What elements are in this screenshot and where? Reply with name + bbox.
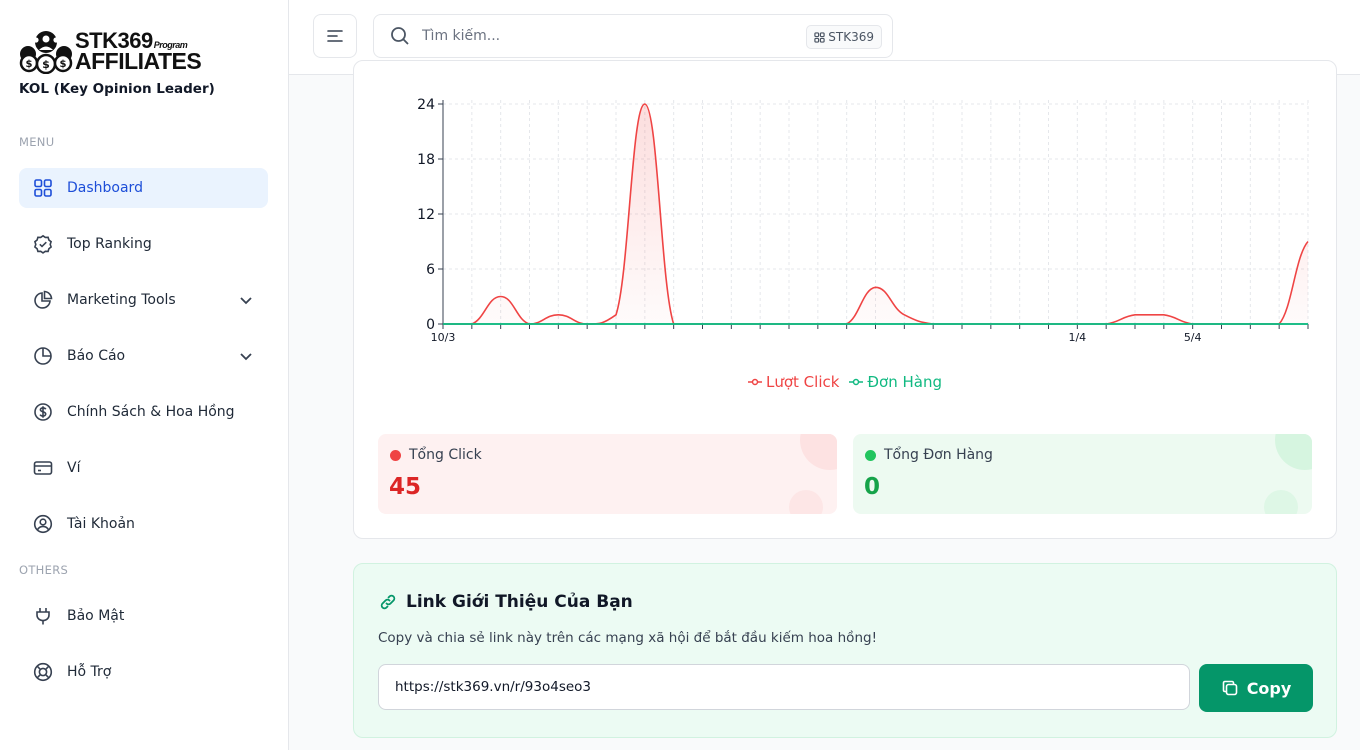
y-tick-label: 0 [426, 317, 435, 333]
logo-title: STK369 [75, 28, 153, 53]
total-clicks-card: Tổng Click 45 [378, 434, 837, 514]
legend-label-clicks: Lượt Click [765, 373, 840, 391]
user-circle-icon [33, 514, 53, 534]
sidebar-item-label: Hỗ Trợ [67, 664, 112, 680]
referral-link-card: Link Giới Thiệu Của Bạn Copy và chia sẻ … [353, 563, 1337, 738]
user-role: KOL (Key Opinion Leader) [19, 81, 215, 97]
svg-text:$: $ [42, 58, 50, 71]
y-tick-label: 24 [417, 97, 435, 113]
decorative-circle [1275, 434, 1312, 470]
total-orders-label: Tổng Đơn Hàng [884, 447, 993, 463]
sidebar-item-label: Báo Cáo [67, 348, 126, 364]
menu-icon [327, 30, 343, 42]
sidebar-item-top-ranking[interactable]: Top Ranking [19, 224, 268, 264]
sidebar-item-security[interactable]: Bảo Mật [19, 596, 268, 636]
sidebar-item-policy-commission[interactable]: Chính Sách & Hoa Hồng [19, 392, 268, 432]
x-tick-label: 10/3 [431, 331, 456, 344]
chevron-down-icon[interactable] [238, 292, 254, 308]
y-tick-label: 12 [417, 207, 435, 223]
pie-chart-icon [33, 346, 53, 366]
sidebar-item-label: Marketing Tools [67, 292, 176, 308]
legend-label-orders: Đơn Hàng [867, 373, 942, 391]
y-tick-label: 18 [417, 152, 435, 168]
lifebuoy-icon [33, 662, 53, 682]
chevron-down-icon[interactable] [238, 348, 254, 364]
sidebar-item-wallet[interactable]: Ví [19, 448, 268, 488]
decorative-circle [800, 434, 837, 470]
search-shortcut-badge: STK369 [806, 25, 882, 49]
sidebar-item-dashboard[interactable]: Dashboard [19, 168, 268, 208]
sidebar: $ $ $ STK369 Program AFFILIATES KOL (Key … [0, 0, 289, 750]
sidebar-item-support[interactable]: Hỗ Trợ [19, 652, 268, 692]
x-tick-label: 5/4 [1184, 331, 1202, 344]
statistics-chart-card: 0 6 12 18 24 10/3 1/4 5/4 Lượt Click Đơn Hàng T… [353, 60, 1337, 539]
total-clicks-value: 45 [389, 474, 422, 500]
menu-section-label: MENU [19, 135, 55, 149]
grid-icon [814, 31, 825, 43]
svg-text:$: $ [26, 59, 33, 70]
legend-line-icon [849, 378, 864, 386]
logo-people-icon: $ $ $ [19, 31, 73, 74]
chart-legend: Lượt Click Đơn Hàng [354, 373, 1336, 391]
clicks-area [443, 104, 1308, 324]
wallet-icon [33, 458, 53, 478]
status-dot [865, 449, 876, 461]
sidebar-item-label: Chính Sách & Hoa Hồng [67, 404, 235, 420]
search-icon [391, 27, 409, 45]
search-badge-label: STK369 [828, 30, 874, 44]
total-clicks-label: Tổng Click [409, 447, 482, 463]
y-tick-label: 6 [426, 262, 435, 278]
legend-line-icon [747, 378, 762, 386]
referral-description: Copy và chia sẻ link này trên các mạng x… [378, 630, 877, 646]
link-icon [380, 594, 396, 610]
svg-text:$: $ [60, 59, 67, 70]
badge-check-icon [33, 234, 53, 254]
decorative-circle [1264, 490, 1298, 514]
sidebar-item-reports[interactable]: Báo Cáo [19, 336, 268, 376]
grid-icon [33, 178, 53, 198]
search-box[interactable]: STK369 [373, 14, 893, 58]
copy-button-label: Copy [1246, 678, 1292, 698]
copy-icon [1222, 680, 1237, 696]
sidebar-item-label: Tài Khoản [67, 516, 135, 532]
legend-item-orders[interactable]: Đơn Hàng [849, 373, 942, 391]
status-dot [390, 449, 401, 461]
referral-link-input[interactable] [378, 664, 1190, 710]
pie-chart-icon [33, 290, 53, 310]
sidebar-item-label: Ví [67, 460, 81, 476]
dollar-circle-icon [33, 402, 53, 422]
x-tick-label: 1/4 [1068, 331, 1086, 344]
sidebar-item-label: Top Ranking [67, 236, 152, 252]
sidebar-item-label: Bảo Mật [67, 608, 125, 624]
others-section-label: OTHERS [19, 563, 69, 577]
logo-subtitle: AFFILIATES [75, 48, 202, 74]
legend-item-clicks[interactable]: Lượt Click [747, 373, 840, 391]
total-orders-value: 0 [864, 474, 881, 500]
sidebar-item-account[interactable]: Tài Khoản [19, 504, 268, 544]
sidebar-toggle-button[interactable] [313, 14, 357, 58]
sidebar-item-marketing-tools[interactable]: Marketing Tools [19, 280, 268, 320]
search-input[interactable] [422, 28, 782, 44]
decorative-circle [789, 490, 823, 514]
total-orders-card: Tổng Đơn Hàng 0 [853, 434, 1312, 514]
logo-program: Program [153, 40, 188, 50]
copy-link-button[interactable]: Copy [1199, 664, 1313, 712]
brand-logo[interactable]: $ $ $ STK369 Program AFFILIATES [19, 28, 202, 74]
sidebar-item-label: Dashboard [67, 180, 143, 196]
clicks-orders-chart: 0 6 12 18 24 10/3 1/4 5/4 [417, 97, 1309, 344]
referral-title: Link Giới Thiệu Của Bạn [406, 592, 633, 612]
plug-icon [33, 606, 53, 626]
